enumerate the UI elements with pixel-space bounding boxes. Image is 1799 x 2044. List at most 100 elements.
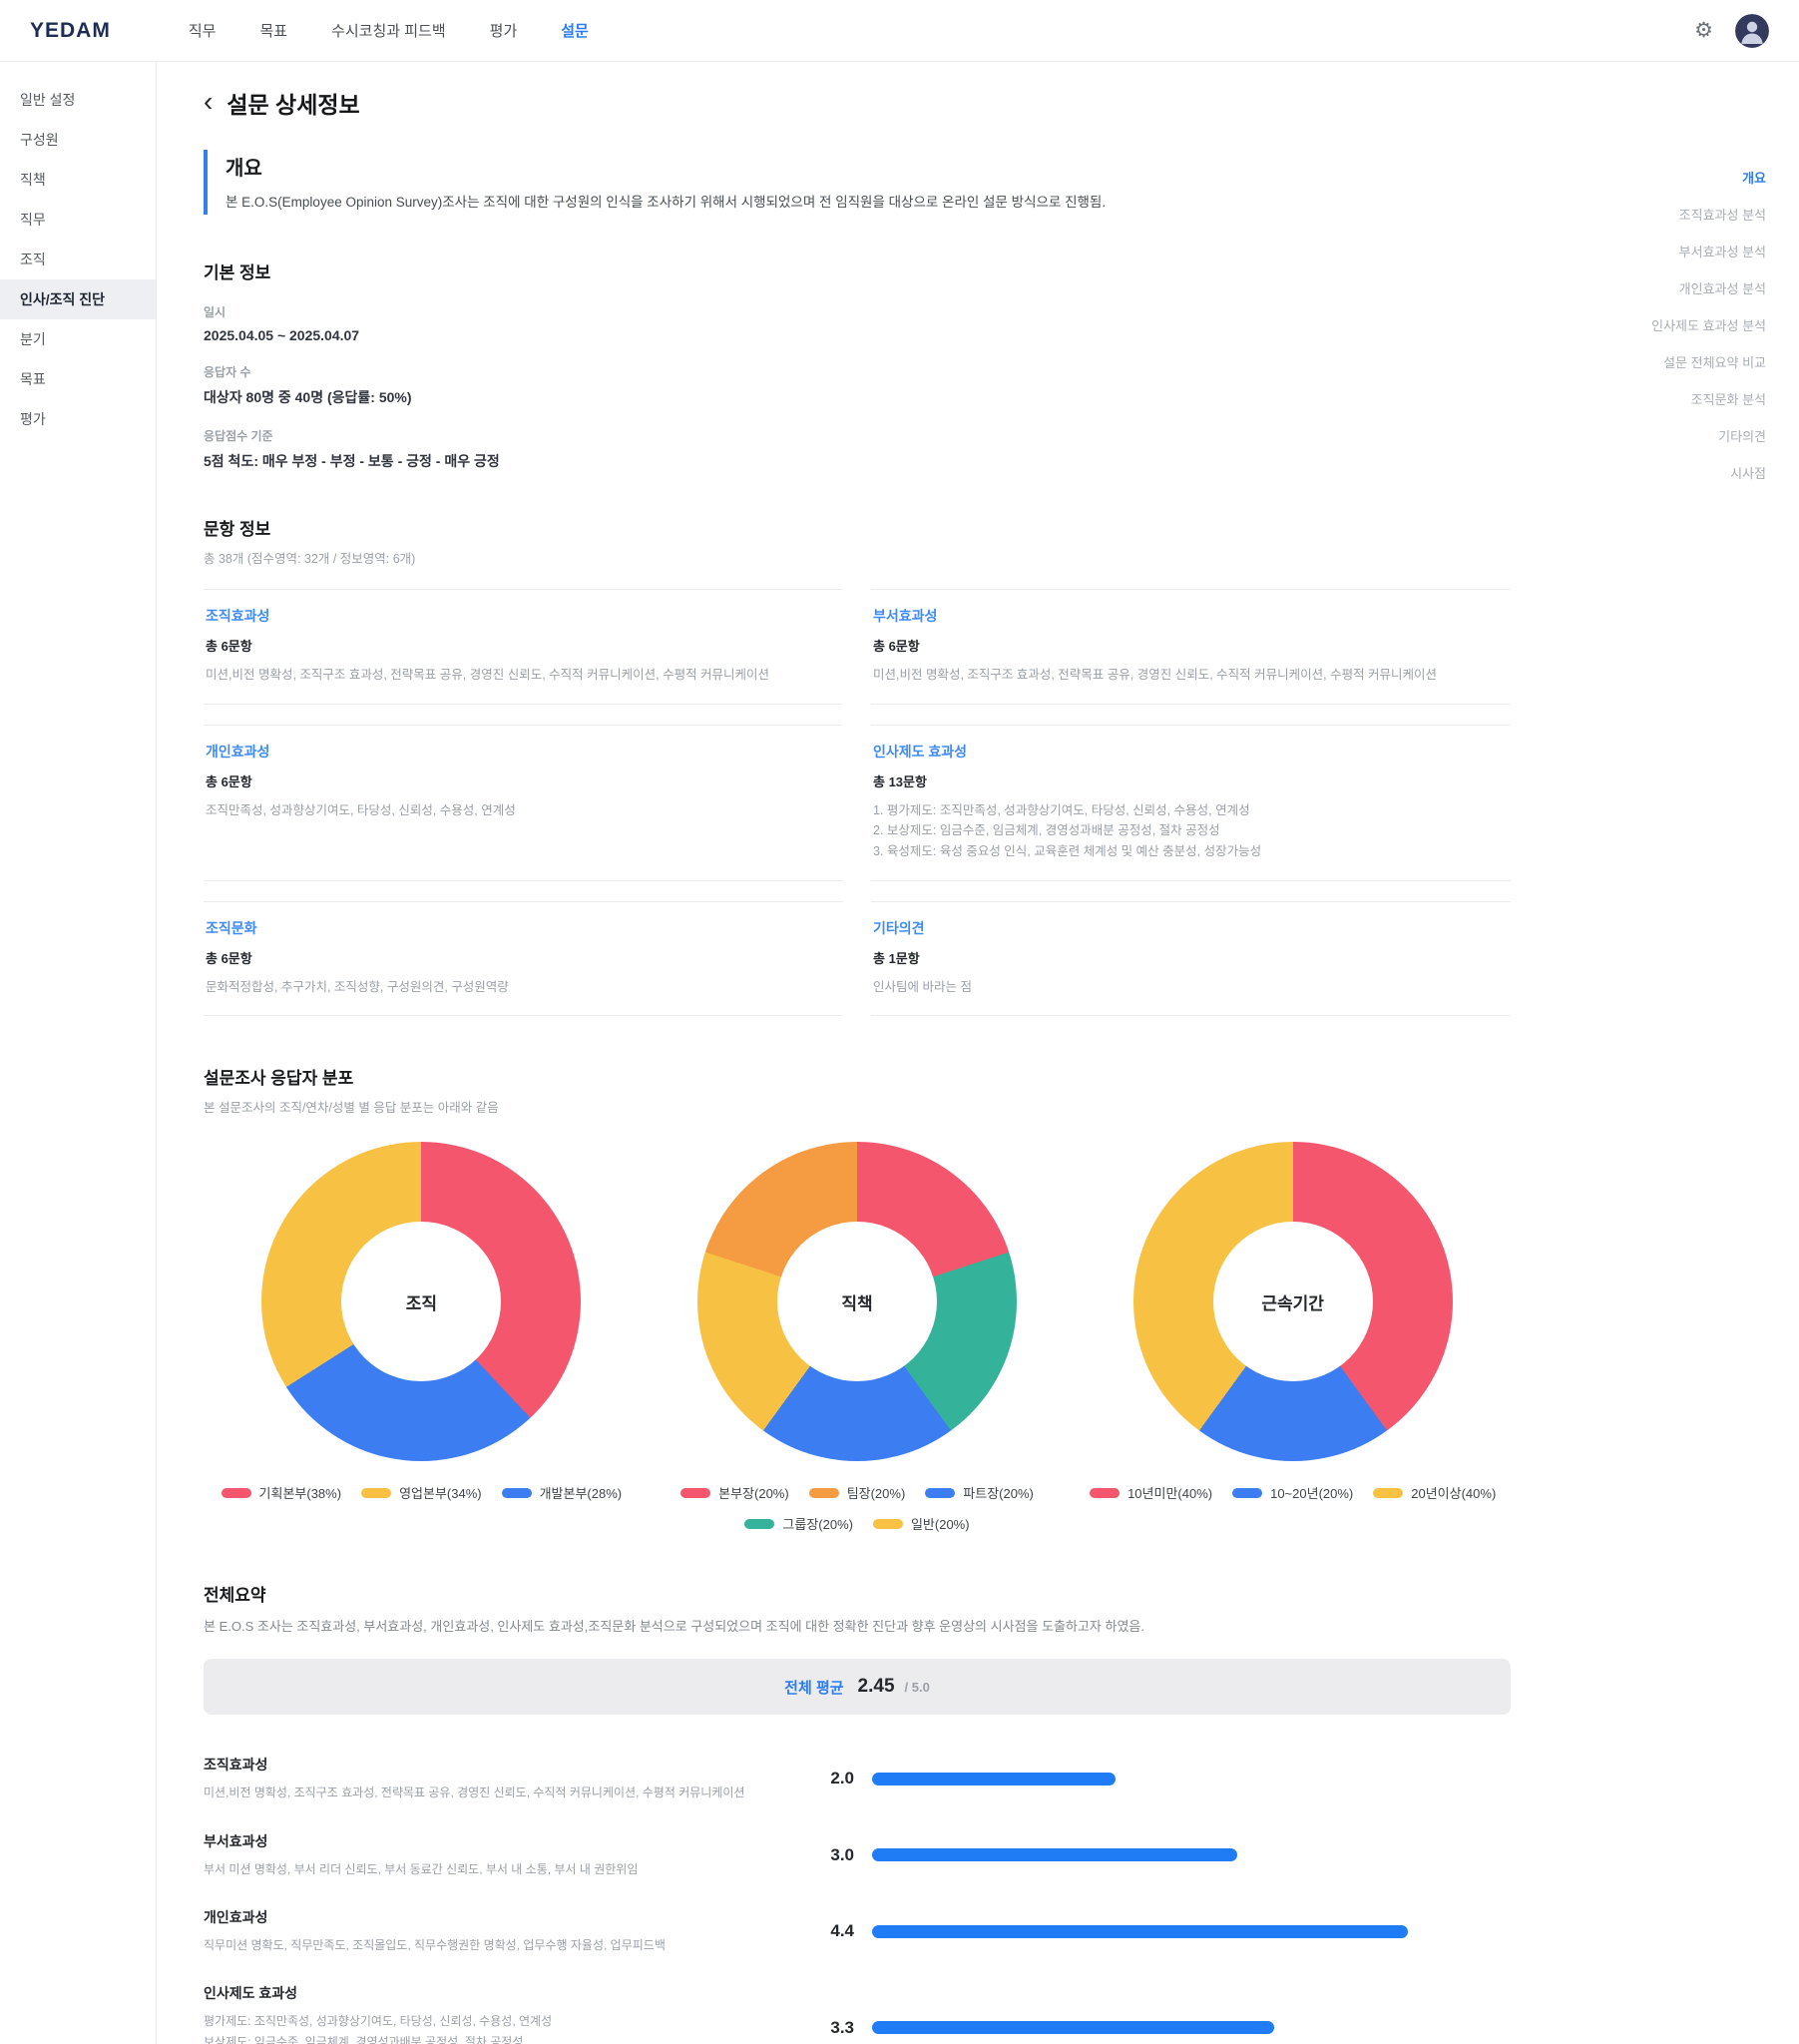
legend-swatch [925, 1487, 956, 1498]
toc-item-hr-system-effectiveness-analysis[interactable]: 인사제도 효과성 분석 [1651, 318, 1766, 333]
info-field-label: 응답점수 기준 [204, 429, 273, 443]
score-info: 부서효과성 부서 미션 명확성, 부서 리더 신뢰도, 부서 동료간 신뢰도, 부… [204, 1831, 762, 1879]
nav-item-goals[interactable]: 목표 [259, 23, 288, 40]
sidebar-item-positions[interactable]: 직책 [20, 172, 46, 188]
nav-item-evaluation[interactable]: 평가 [489, 23, 518, 40]
sidebar-item-hr-org-diagnosis[interactable]: 인사/조직 진단 [0, 279, 156, 319]
question-card-desc: 미션,비전 명확성, 조직구조 효과성, 전략목표 공유, 경영진 신뢰도, 수… [206, 665, 841, 686]
score-category-title: 인사제도 효과성 [204, 1985, 298, 2002]
legend-label: 개발본부(28%) [539, 1486, 623, 1502]
question-card-count: 총 6문항 [206, 950, 252, 966]
settings-gear-icon[interactable]: ⚙ [1694, 19, 1713, 42]
toc-item-dept-effectiveness-analysis[interactable]: 부서효과성 분석 [1678, 245, 1766, 259]
info-field-label: 일시 [204, 305, 226, 319]
top-nav-bar: YEDAM 직무 목표 수시코칭과 피드백 평가 설문 ⚙ [0, 0, 1799, 62]
score-desc-line: 미션,비전 명확성, 조직구조 효과성, 전략목표 공유, 경영진 신뢰도, 수… [204, 1786, 745, 1800]
score-category-desc: 평가제도: 조직만족성, 성과향상기여도, 타당성, 신뢰성, 수용성, 연계성… [204, 2011, 762, 2044]
donut-chart-tenure: 근속기간 10년미만(40%) 10~20년(20%) 20년이상(40%) [1075, 1142, 1511, 1533]
toc-item-survey-summary-comparison[interactable]: 설문 전체요약 비교 [1663, 355, 1766, 370]
overall-average-bar: 전체 평균 2.45 / 5.0 [204, 1659, 1511, 1716]
score-category-title: 개인효과성 [204, 1908, 268, 1925]
overview-title: 개요 [225, 158, 262, 180]
distribution-title: 설문조사 응답자 분포 [204, 1069, 354, 1089]
question-card-desc: 조직만족성, 성과향상기여도, 타당성, 신뢰성, 수용성, 연계성 [206, 800, 841, 821]
score-category-desc: 직무미션 명확도, 직무만족도, 조직몰입도, 직무수행권한 명확성, 업무수행… [204, 1935, 762, 1955]
score-row-dept-effectiveness: 부서효과성 부서 미션 명확성, 부서 리더 신뢰도, 부서 동료간 신뢰도, 부… [204, 1817, 1511, 1893]
score-bar-track [872, 1924, 1481, 1938]
main-content: ‹ 설문 상세정보 개요 본 E.O.S(Employee Opinion Su… [157, 62, 1799, 2044]
question-card-individual-effectiveness: 개인효과성 총 6문항 조직만족성, 성과향상기여도, 타당성, 신뢰성, 수용성,… [204, 724, 843, 881]
main-nav: 직무 목표 수시코칭과 피드백 평가 설문 [189, 20, 589, 41]
score-category-title: 부서효과성 [204, 1832, 268, 1849]
sidebar-item-members[interactable]: 구성원 [20, 132, 59, 148]
question-card-title: 조직문화 [206, 919, 257, 936]
question-card-count: 총 1문항 [873, 950, 920, 966]
app-logo[interactable]: YEDAM [30, 18, 111, 42]
donut-hole: 직책 [777, 1222, 937, 1382]
toc-item-other-opinions[interactable]: 기타의견 [1718, 429, 1766, 444]
donut-hole: 근속기간 [1212, 1222, 1373, 1382]
donut-ring: 직책 [697, 1142, 1017, 1462]
sidebar-item-jobs[interactable]: 직무 [20, 212, 46, 228]
question-card-desc-line: 1. 평가제도: 조직만족성, 성과향상기여도, 타당성, 신뢰성, 수용성, … [873, 802, 1250, 817]
sidebar-item-general-settings[interactable]: 일반 설정 [20, 92, 76, 108]
legend-label: 10년미만(40%) [1127, 1486, 1213, 1502]
legend-item: 팀장(20%) [808, 1483, 905, 1502]
legend-item: 10년미만(40%) [1090, 1483, 1212, 1502]
donut-hole: 조직 [341, 1222, 502, 1382]
basic-info-title: 기본 정보 [204, 263, 271, 282]
content-column: 개요 본 E.O.S(Employee Opinion Survey)조사는 조… [204, 150, 1511, 2044]
legend-item: 그룹장(20%) [744, 1514, 853, 1533]
toc-item-individual-effectiveness-analysis[interactable]: 개인효과성 분석 [1678, 281, 1766, 296]
question-card-desc-line: 미션,비전 명확성, 조직구조 효과성, 전략목표 공유, 경영진 신뢰도, 수… [873, 668, 1438, 682]
nav-item-survey[interactable]: 설문 [561, 23, 589, 40]
donut-legend: 본부장(20%) 팀장(20%) 파트장(20%) 그룹장(20%) 일반(20%) [643, 1483, 1072, 1533]
toc-item-implications[interactable]: 시사점 [1730, 466, 1766, 481]
legend-label: 10~20년(20%) [1270, 1486, 1354, 1502]
summary-title: 전체요약 [204, 1586, 266, 1606]
nav-item-coaching-feedback[interactable]: 수시코칭과 피드백 [331, 23, 446, 40]
toc-item-overview[interactable]: 개요 [1742, 171, 1766, 186]
legend-label: 기획본부(38%) [258, 1486, 342, 1502]
score-desc-line: 평가제도: 조직만족성, 성과향상기여도, 타당성, 신뢰성, 수용성, 연계성 [204, 2014, 553, 2029]
nav-item-jobs[interactable]: 직무 [188, 23, 217, 40]
user-avatar[interactable] [1735, 13, 1769, 48]
topbar-right: ⚙ [1694, 13, 1769, 48]
score-bar [872, 1924, 1408, 1938]
legend-label: 영업본부(34%) [399, 1486, 482, 1502]
legend-swatch [221, 1487, 251, 1498]
sidebar-item-goals[interactable]: 목표 [20, 371, 46, 387]
info-field-value: 대상자 80명 중 40명 (응답률: 50%) [204, 389, 412, 405]
legend-swatch [1373, 1487, 1404, 1498]
legend-item: 10~20년(20%) [1232, 1483, 1353, 1502]
question-card-desc-line: 2. 보상제도: 임금수준, 임금체계, 경영성과배분 공정성, 절차 공정성 [873, 823, 1220, 838]
question-cards-grid: 조직효과성 총 6문항 미션,비전 명확성, 조직구조 효과성, 전략목표 공유, … [204, 589, 1511, 1017]
question-card-count: 총 6문항 [873, 639, 920, 654]
question-card-desc-line: 3. 육성제도: 육성 중요성 인식, 교육훈련 체계성 및 예산 충분성, 성… [873, 843, 1262, 858]
legend-item: 20년이상(40%) [1373, 1483, 1496, 1502]
info-field: 응답점수 기준 5점 척도: 매우 부정 - 부정 - 보통 - 긍정 - 매우 … [204, 427, 1511, 471]
toc-item-org-culture-analysis[interactable]: 조직문화 분석 [1690, 392, 1766, 407]
question-card-title: 부서효과성 [873, 608, 938, 624]
score-category-title: 조직효과성 [204, 1757, 268, 1774]
info-field-value: 2025.04.05 ~ 2025.04.07 [204, 327, 360, 343]
sidebar-item-organization[interactable]: 조직 [20, 252, 46, 267]
question-card-org-effectiveness: 조직효과성 총 6문항 미션,비전 명확성, 조직구조 효과성, 전략목표 공유, … [204, 589, 843, 705]
back-button[interactable]: ‹ [204, 85, 214, 117]
distribution-subtitle: 본 설문조사의 조직/연차/성별 별 응답 분포는 아래와 같음 [204, 1101, 499, 1116]
score-bar [872, 1772, 1116, 1786]
question-card-desc-line: 조직만족성, 성과향상기여도, 타당성, 신뢰성, 수용성, 연계성 [206, 802, 516, 817]
toc-item-org-effectiveness-analysis[interactable]: 조직효과성 분석 [1678, 208, 1766, 223]
sidebar-item-evaluation[interactable]: 평가 [20, 411, 46, 427]
info-field-label: 응답자 수 [204, 365, 251, 379]
sidebar-item-quarters[interactable]: 분기 [20, 331, 46, 347]
